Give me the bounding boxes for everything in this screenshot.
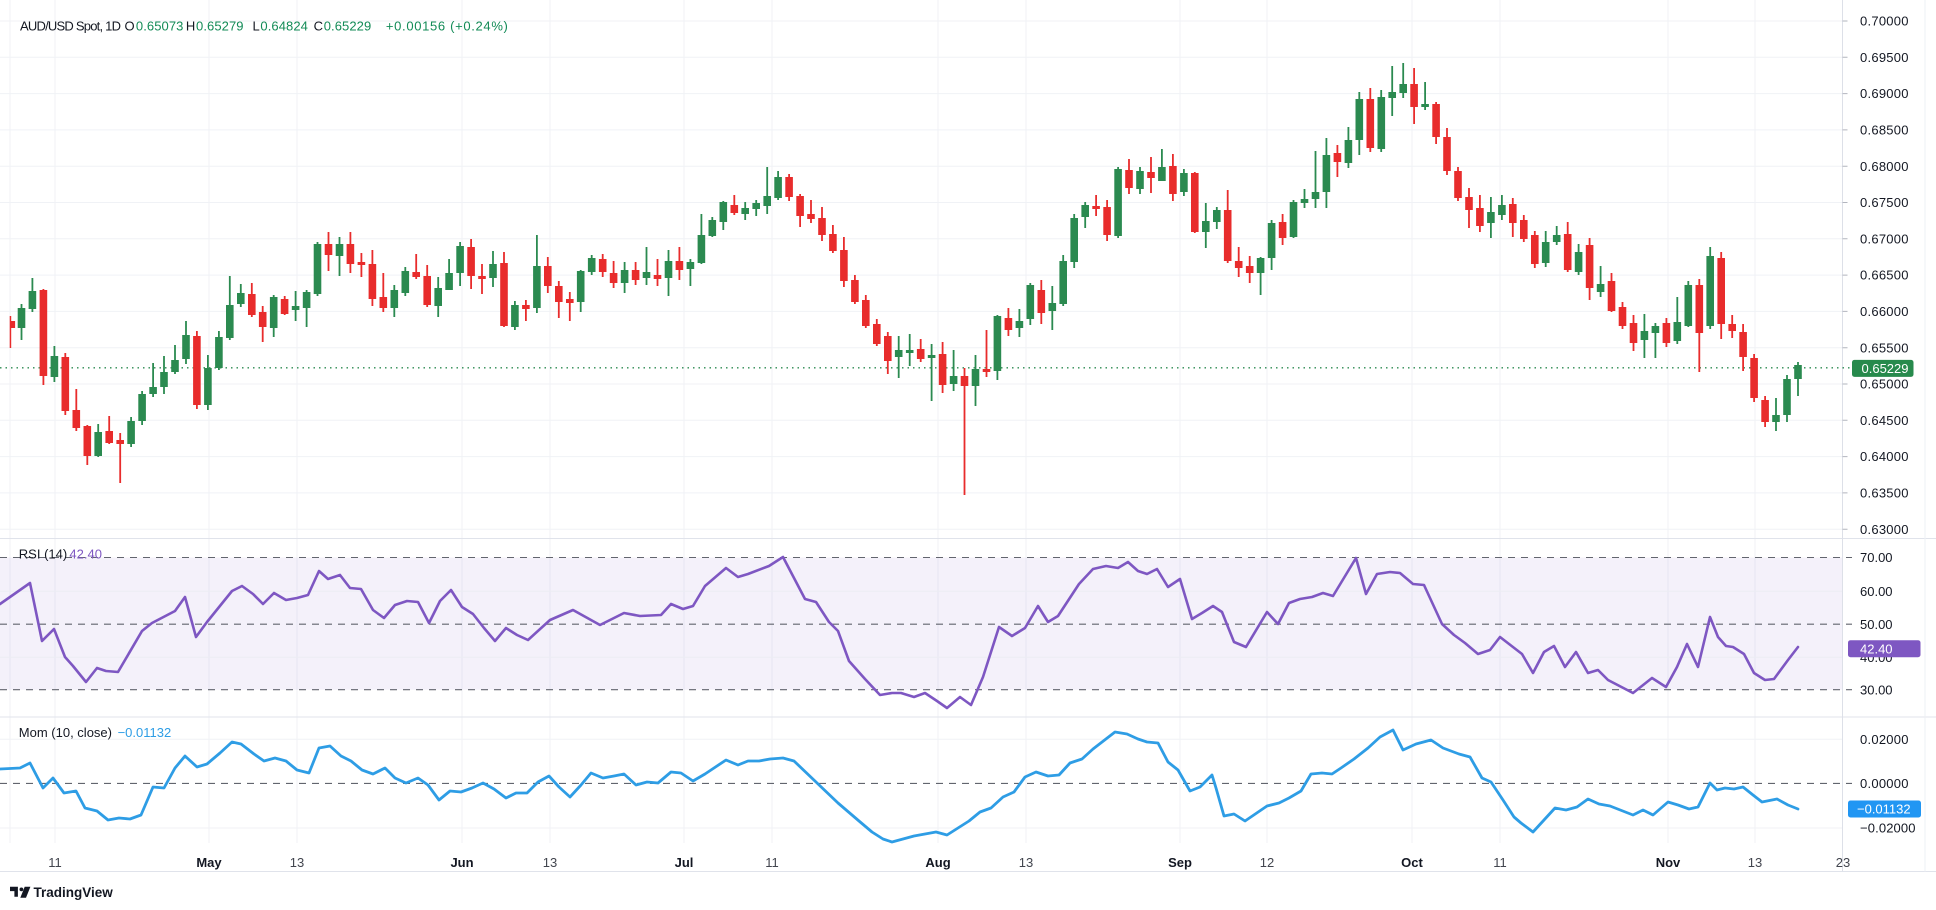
svg-text:12: 12 — [1260, 855, 1274, 870]
svg-text:Sep: Sep — [1168, 855, 1192, 870]
svg-text:0.65073: 0.65073 — [136, 19, 184, 34]
svg-text:42.40: 42.40 — [1860, 641, 1893, 656]
svg-text:23: 23 — [1836, 855, 1850, 870]
svg-text:0.65500: 0.65500 — [1860, 340, 1909, 355]
svg-text:+0.00156 (+0.24%): +0.00156 (+0.24%) — [386, 19, 508, 34]
svg-text:11: 11 — [48, 855, 62, 870]
svg-text:0.00000: 0.00000 — [1860, 776, 1909, 791]
svg-text:Nov: Nov — [1656, 855, 1681, 870]
svg-text:0.65229: 0.65229 — [1862, 361, 1909, 376]
svg-text:11: 11 — [1493, 855, 1507, 870]
svg-text:0.02000: 0.02000 — [1860, 732, 1909, 747]
svg-text:−0.01132: −0.01132 — [1857, 802, 1911, 817]
svg-text:50.00: 50.00 — [1860, 617, 1893, 632]
svg-text:13: 13 — [290, 855, 304, 870]
svg-text:Aug: Aug — [925, 855, 950, 870]
svg-text:RSI (14): RSI (14) — [19, 547, 67, 562]
svg-text:0.67000: 0.67000 — [1860, 231, 1909, 246]
svg-text:Jul: Jul — [675, 855, 694, 870]
svg-text:0.66000: 0.66000 — [1860, 304, 1909, 319]
svg-text:AUD/USD Spot, 1D: AUD/USD Spot, 1D — [20, 19, 121, 34]
svg-text:May: May — [196, 855, 222, 870]
svg-text:0.64500: 0.64500 — [1860, 413, 1909, 428]
svg-text:11: 11 — [765, 855, 779, 870]
svg-text:0.69000: 0.69000 — [1860, 86, 1909, 101]
svg-text:0.64824: 0.64824 — [260, 19, 308, 34]
svg-text:Jun: Jun — [450, 855, 473, 870]
svg-text:42.40: 42.40 — [69, 547, 102, 562]
svg-text:13: 13 — [1019, 855, 1033, 870]
svg-text:O: O — [124, 19, 134, 34]
svg-text:0.64000: 0.64000 — [1860, 449, 1909, 464]
svg-text:0.65229: 0.65229 — [324, 19, 372, 34]
svg-text:13: 13 — [543, 855, 557, 870]
svg-text:0.65000: 0.65000 — [1860, 377, 1909, 392]
svg-text:0.63000: 0.63000 — [1860, 522, 1909, 537]
svg-text:−0.02000: −0.02000 — [1860, 821, 1916, 836]
svg-text:0.69500: 0.69500 — [1860, 50, 1909, 65]
svg-text:0.67500: 0.67500 — [1860, 195, 1909, 210]
svg-text:Mom (10, close): Mom (10, close) — [19, 725, 112, 740]
svg-text:60.00: 60.00 — [1860, 584, 1893, 599]
svg-text:0.68000: 0.68000 — [1860, 159, 1909, 174]
svg-text:13: 13 — [1748, 855, 1762, 870]
svg-text:Oct: Oct — [1401, 855, 1423, 870]
svg-text:0.66500: 0.66500 — [1860, 268, 1909, 283]
svg-text:0.63500: 0.63500 — [1860, 486, 1909, 501]
svg-text:H: H — [186, 19, 195, 34]
svg-text:TradingView: TradingView — [34, 885, 114, 900]
svg-text:0.70000: 0.70000 — [1860, 14, 1909, 29]
svg-text:0.65279: 0.65279 — [196, 19, 244, 34]
svg-text:0.68500: 0.68500 — [1860, 123, 1909, 138]
svg-text:L: L — [252, 19, 259, 34]
svg-text:30.00: 30.00 — [1860, 682, 1893, 697]
svg-text:C: C — [314, 19, 323, 34]
svg-text:−0.01132: −0.01132 — [118, 725, 172, 740]
svg-text:70.00: 70.00 — [1860, 550, 1893, 565]
